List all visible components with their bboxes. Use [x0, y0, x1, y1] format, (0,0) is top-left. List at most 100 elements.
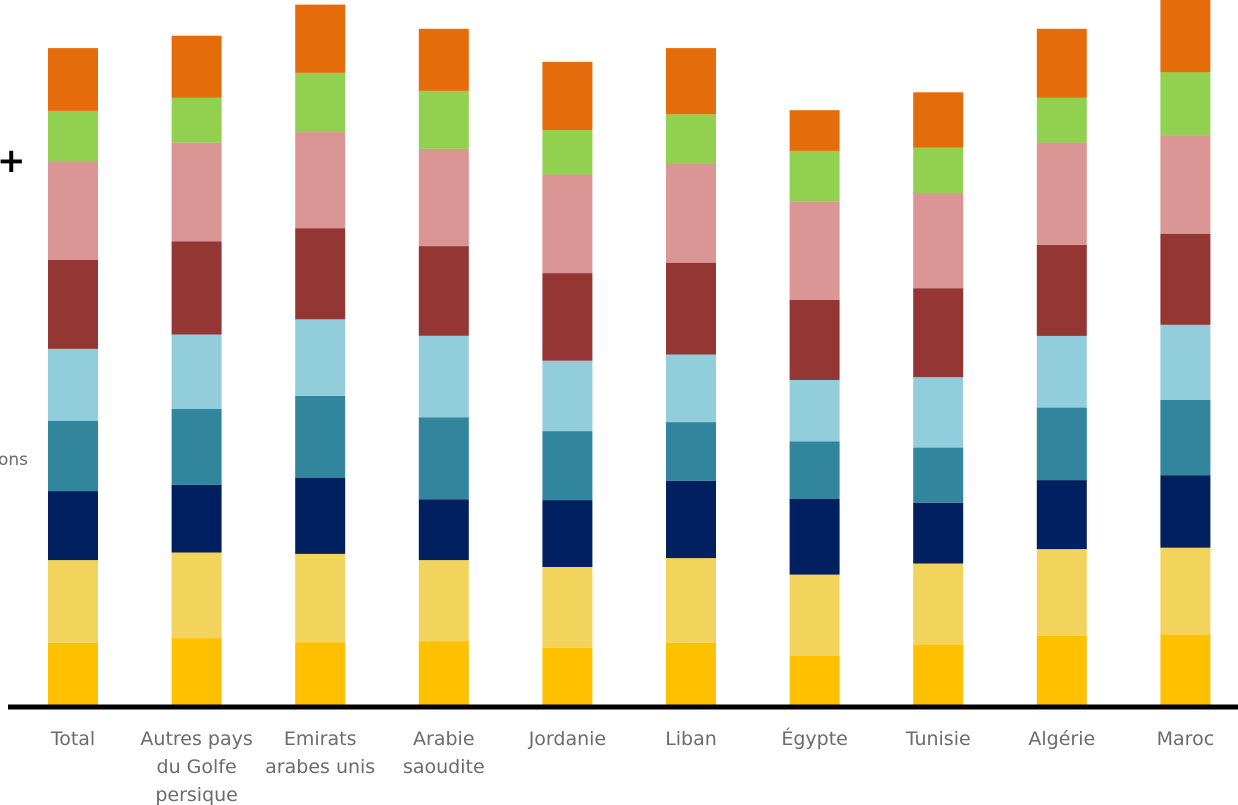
- bar-segment-5-6: [666, 164, 716, 263]
- bar-segment-5-7: [666, 114, 716, 165]
- bar-segment-2-1: [295, 553, 346, 643]
- bar-segment-7-8: [913, 92, 964, 148]
- bar-segment-9-3: [1160, 400, 1211, 476]
- bar-segment-0-3: [48, 420, 98, 492]
- bar-segment-0-8: [48, 48, 98, 111]
- x-tick-label-line: arabes unis: [265, 756, 375, 778]
- bar-segment-6-0: [789, 656, 840, 705]
- bar-segment-2-8: [295, 4, 346, 73]
- bar-segment-8-1: [1036, 549, 1087, 636]
- x-tick-label-line: saoudite: [403, 756, 485, 778]
- bar-segment-4-4: [542, 360, 593, 432]
- bar-segment-2-5: [295, 228, 346, 320]
- bar-segment-7-4: [913, 377, 964, 448]
- bar-segment-0-0: [48, 642, 98, 705]
- bar-segment-1-0: [171, 638, 222, 705]
- bar-segment-8-0: [1036, 636, 1087, 705]
- bar-segment-3-1: [418, 560, 469, 642]
- bar-segment-5-0: [666, 642, 716, 705]
- bar-segment-7-2: [913, 502, 964, 564]
- x-tick-label-line: Liban: [665, 728, 717, 750]
- bar-segment-0-6: [48, 162, 98, 260]
- bar-segment-7-3: [913, 447, 964, 503]
- bar-segment-1-6: [171, 142, 222, 242]
- bar-segment-1-1: [171, 552, 222, 639]
- bar-segment-5-4: [666, 354, 716, 423]
- bar-segment-9-7: [1160, 72, 1211, 136]
- x-tick-label-line: du Golfe: [157, 756, 237, 778]
- bar-segment-3-2: [418, 499, 469, 561]
- bars-group: [48, 0, 1211, 705]
- bar-segment-9-5: [1160, 233, 1211, 325]
- bar-segment-6-6: [789, 201, 840, 300]
- x-tick-label: Algérie: [1028, 728, 1095, 750]
- x-tick-label: Total: [50, 728, 95, 750]
- bar-segment-8-5: [1036, 244, 1087, 336]
- bar-segment-6-2: [789, 498, 840, 575]
- x-tick-label: Arabie saoudite: [403, 728, 485, 778]
- bar-segment-8-4: [1036, 335, 1087, 408]
- bar-segment-3-8: [418, 28, 469, 91]
- x-tick-label: Maroc: [1157, 728, 1215, 750]
- bar-segment-9-0: [1160, 634, 1211, 705]
- bar-segment-0-4: [48, 349, 98, 421]
- bar-segment-9-4: [1160, 324, 1211, 400]
- bar-segment-7-1: [913, 563, 964, 645]
- bar-segment-7-7: [913, 147, 964, 193]
- x-tick-label-line: Arabie: [413, 728, 474, 750]
- bar-segment-4-8: [542, 61, 593, 131]
- bar-segment-2-7: [295, 73, 346, 132]
- bar-segment-3-7: [418, 90, 469, 149]
- x-tick-label: Autres pays du Golfe persique: [140, 728, 252, 805]
- bar-segment-7-6: [913, 193, 964, 289]
- bar-segment-9-2: [1160, 475, 1211, 548]
- bar-segment-1-5: [171, 241, 222, 335]
- bar-segment-0-1: [48, 560, 98, 643]
- bar-segment-7-5: [913, 288, 964, 378]
- x-tick-label-line: persique: [155, 784, 238, 805]
- bar-segment-0-5: [48, 259, 98, 349]
- bar-segment-5-2: [666, 480, 716, 559]
- x-tick-label: Liban: [665, 728, 717, 750]
- x-tick-label-line: Tunisie: [905, 728, 971, 750]
- bar-segment-3-4: [418, 335, 469, 418]
- bar-segment-5-8: [666, 48, 716, 115]
- bar-segment-4-5: [542, 273, 593, 361]
- bar-segment-6-5: [789, 300, 840, 380]
- bar-segment-3-0: [418, 641, 469, 705]
- bar-segment-5-1: [666, 558, 716, 643]
- bar-segment-2-4: [295, 319, 346, 396]
- bar-segment-3-5: [418, 246, 469, 336]
- bar-segment-0-7: [48, 110, 98, 162]
- bar-segment-2-3: [295, 395, 346, 478]
- bar-segment-0-2: [48, 491, 98, 561]
- bar-segment-9-8: [1160, 0, 1211, 73]
- x-tick-labels: Total Autres pays du Golfe persique Emirats a…: [50, 727, 1214, 805]
- bar-segment-4-0: [542, 647, 593, 705]
- bar-segment-8-6: [1036, 142, 1087, 245]
- bar-segment-9-6: [1160, 135, 1211, 234]
- bar-segment-2-6: [295, 131, 346, 229]
- bar-segment-8-8: [1036, 28, 1087, 98]
- top-left-plus-marker: +: [0, 141, 26, 181]
- bar-segment-4-6: [542, 174, 593, 274]
- x-tick-label-line: Emirats: [284, 728, 357, 750]
- bar-segment-7-0: [913, 644, 964, 705]
- bar-segment-1-7: [171, 97, 222, 143]
- bar-segment-1-4: [171, 334, 222, 409]
- bar-segment-1-8: [171, 35, 222, 98]
- bar-segment-3-3: [418, 417, 469, 500]
- bar-segment-6-1: [789, 574, 840, 656]
- x-tick-label: Égypte: [781, 727, 848, 750]
- bar-segment-3-6: [418, 148, 469, 247]
- x-tick-label-line: Total: [50, 728, 95, 750]
- bar-segment-8-7: [1036, 97, 1087, 143]
- x-tick-label: Tunisie: [905, 728, 971, 750]
- bar-segment-4-1: [542, 567, 593, 648]
- bar-segment-1-2: [171, 484, 222, 553]
- x-tick-label-line: Autres pays: [140, 728, 252, 750]
- bar-segment-1-3: [171, 409, 222, 485]
- bar-segment-6-7: [789, 150, 840, 202]
